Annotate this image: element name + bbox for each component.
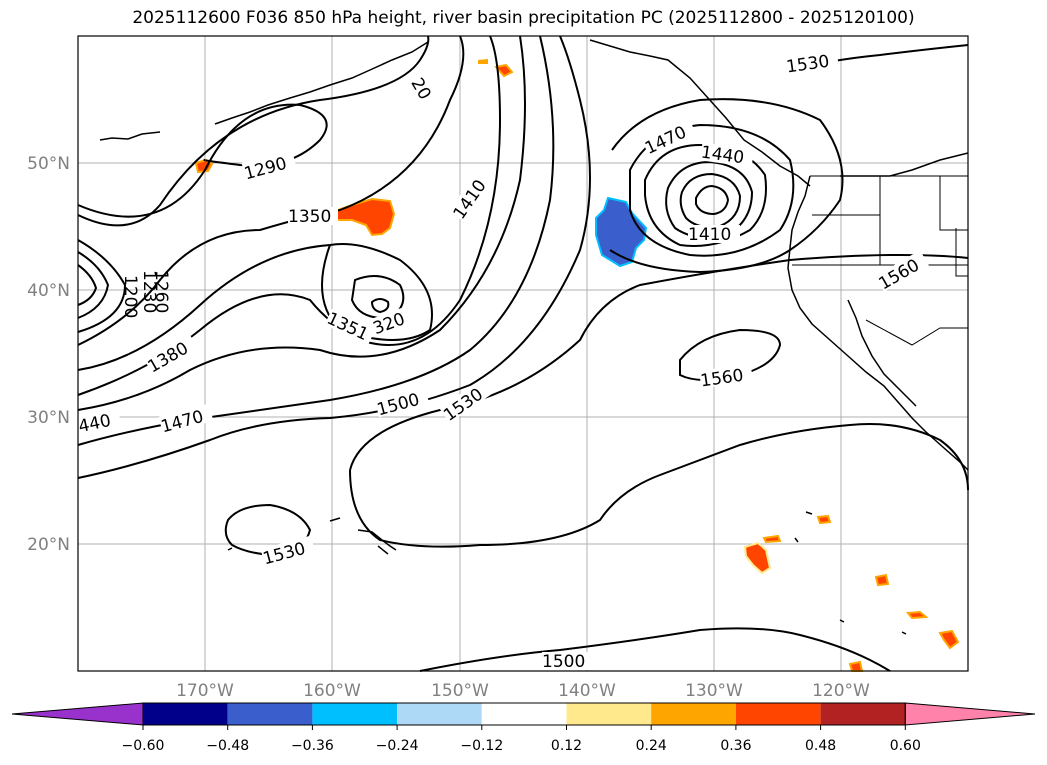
lon-label-150w: 150°W [431, 681, 489, 701]
lon-label-140w: 140°W [558, 681, 616, 701]
colorbar-segment [481, 703, 567, 725]
positive-anomaly-patch [816, 514, 832, 525]
lat-label-50n: 50°N [27, 154, 70, 174]
longitude-labels: 170°W 160°W 150°W 140°W 130°W 120°W [176, 681, 870, 701]
positive-anomaly-patch [874, 573, 890, 587]
colorbar: −0.60 −0.48 −0.36 −0.24 −0.12 0.12 0.24 0.36 0.4… [11, 702, 1036, 754]
contour-label: 1230 [139, 270, 159, 313]
contour-label: 1200 [120, 275, 140, 318]
colorbar-tick-label: 0.24 [636, 738, 667, 754]
positive-anomaly-patch [478, 59, 488, 64]
lon-label-160w: 160°W [303, 681, 361, 701]
colorbar-tick-label: −0.36 [291, 738, 334, 754]
colorbar-tick-label: −0.48 [206, 738, 249, 754]
positive-anomaly-patch [906, 610, 929, 620]
lat-label-30n: 30°N [27, 408, 70, 428]
lat-label-40n: 40°N [27, 281, 70, 301]
positive-anomaly-patch [938, 629, 960, 650]
colorbar-segment [820, 703, 906, 725]
positive-anomaly-patch [494, 63, 514, 78]
map-frame [77, 35, 969, 672]
contour-label: 1500 [542, 652, 585, 672]
map-title: 2025112600 F036 850 hPa height, river ba… [132, 8, 915, 28]
positive-anomaly-patch [762, 534, 782, 544]
colorbar-segment [227, 703, 313, 725]
colorbar-segment [397, 703, 482, 725]
political-borders [792, 175, 968, 346]
colorbar-segment [735, 703, 821, 725]
latitude-labels: 50°N 40°N 30°N 20°N [27, 154, 70, 555]
colorbar-tick-label: 0.12 [551, 738, 582, 754]
positive-anomaly-patch [743, 541, 772, 575]
contour-label: 1350 [288, 207, 331, 227]
colorbar-tick-label: −0.24 [376, 738, 419, 754]
precip-anomaly-shading [194, 59, 960, 672]
contour-label: 1410 [688, 225, 731, 245]
graticule [78, 36, 968, 671]
colorbar-extend-low [11, 702, 144, 726]
colorbar-segment [651, 703, 736, 725]
positive-anomaly-patch [848, 660, 864, 672]
lat-label-20n: 20°N [27, 535, 70, 555]
colorbar-tick-label: 0.60 [890, 738, 921, 754]
colorbar-segment [566, 703, 652, 725]
lon-label-120w: 120°W [812, 681, 870, 701]
colorbar-tick-label: −0.60 [122, 738, 165, 754]
lon-label-130w: 130°W [685, 681, 743, 701]
colorbar-segment [143, 703, 228, 725]
colorbar-tick-label: −0.12 [460, 738, 503, 754]
colorbar-segment [312, 703, 398, 725]
lon-label-170w: 170°W [176, 681, 234, 701]
colorbar-extend-high [904, 702, 1036, 726]
colorbar-outline [142, 702, 906, 726]
contour-label: 1260 [151, 270, 171, 313]
plot-area [78, 36, 968, 671]
coastlines [99, 39, 969, 635]
colorbar-tick-label: 0.48 [805, 738, 836, 754]
colorbar-tick-label: 0.36 [720, 738, 751, 754]
